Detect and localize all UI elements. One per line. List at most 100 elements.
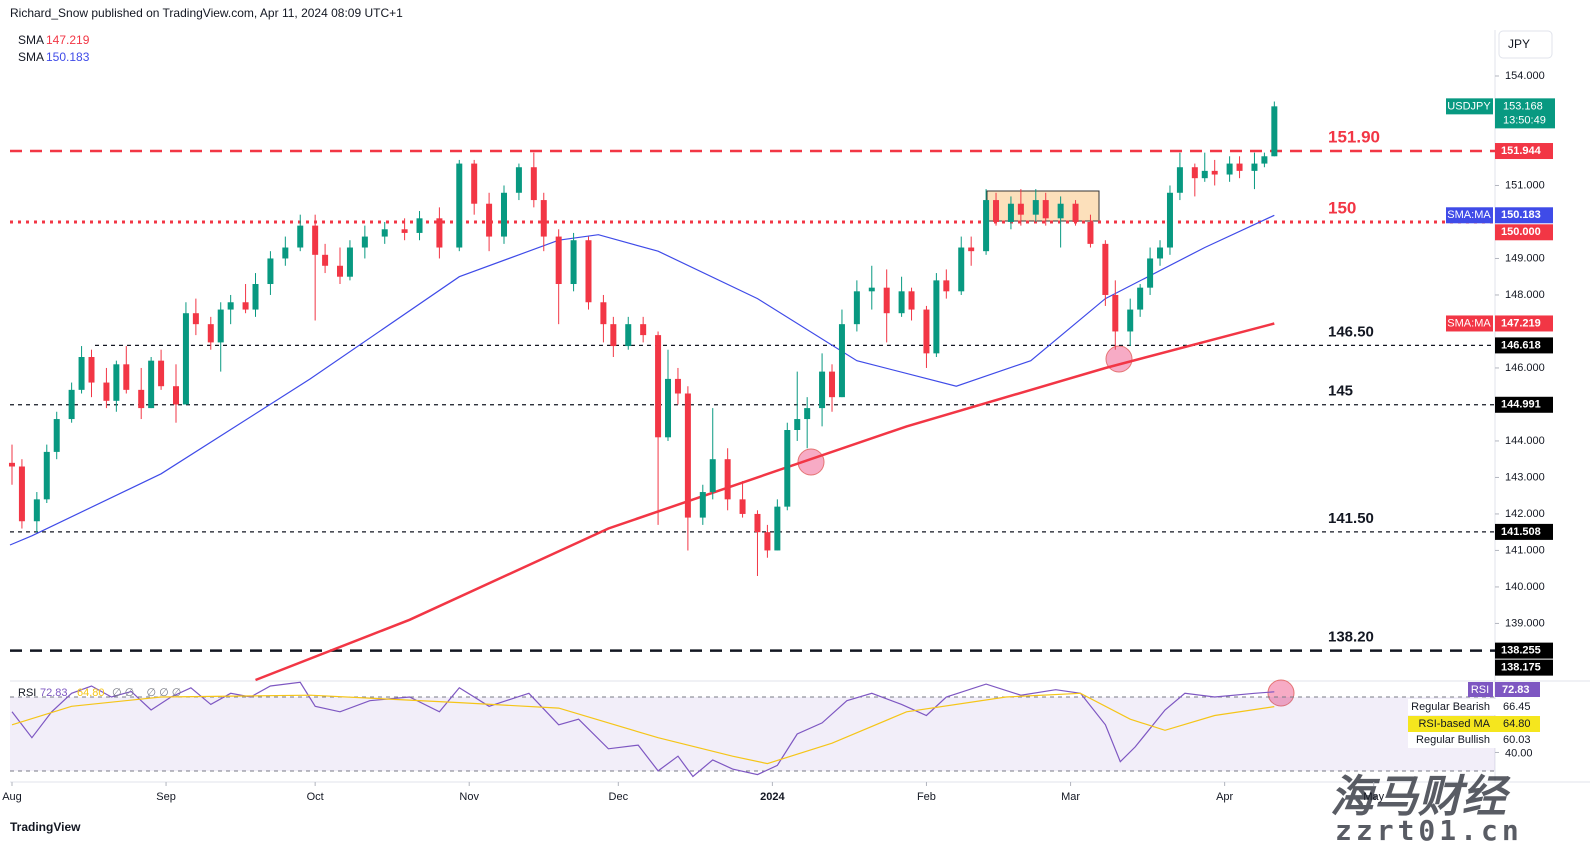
legend-value: 147.219 [46, 33, 90, 47]
candle-body [207, 324, 214, 343]
x-tick-label: Aug [2, 791, 22, 803]
y-tick-label: 140.000 [1505, 581, 1545, 593]
candle-body [1102, 243, 1109, 295]
rsi-tag: RSI [1471, 684, 1489, 696]
candle-body [401, 229, 408, 233]
rsi-line [11, 692, 1275, 765]
level-label: 150 [1328, 198, 1356, 217]
candle-body [337, 265, 343, 277]
axis-badge-value: 151.944 [1501, 145, 1542, 157]
candle-body [456, 163, 463, 248]
candle-body [436, 218, 443, 248]
sma-line [9, 214, 1275, 546]
candle-body [346, 247, 353, 277]
candle-body [983, 200, 990, 252]
candle-body [1201, 170, 1208, 179]
candle-body [138, 389, 145, 409]
candle-body [103, 382, 110, 401]
x-tick-label: Sep [156, 791, 176, 803]
candle-body [640, 324, 647, 336]
candle-body [764, 532, 771, 551]
axis-badge [1495, 396, 1553, 413]
candle-body [1087, 221, 1094, 244]
level-label: 138.20 [1328, 629, 1374, 646]
candle-body [1251, 163, 1258, 171]
currency: JPY [1508, 37, 1530, 51]
rsi-title: RSI [18, 687, 36, 699]
x-tick-label: Apr [1216, 791, 1233, 803]
rsi-row-bg [1408, 699, 1495, 715]
candle-body [501, 192, 508, 237]
candle-body [933, 280, 940, 354]
y-tick-label: 148.000 [1505, 289, 1545, 301]
rsi-row-bg [1408, 732, 1495, 748]
y-tick-label: 144.000 [1505, 435, 1545, 447]
axis-badge [1495, 207, 1553, 224]
y-tick-label: 154.000 [1505, 70, 1545, 82]
candle-body [227, 302, 234, 310]
candle-body [540, 200, 547, 237]
logo: TradingView [10, 820, 81, 834]
legend-value: 150.183 [46, 50, 90, 64]
candle-body [993, 200, 1000, 222]
touch-circle [797, 448, 825, 476]
candle-body [1176, 167, 1183, 193]
x-tick-label: Dec [609, 791, 629, 803]
x-tick-label: Feb [917, 791, 936, 803]
candle-body [78, 357, 85, 390]
header: Richard_Snow published on TradingView.co… [10, 6, 403, 20]
axis-badge-value: 138.175 [1501, 662, 1541, 674]
rsi-row-name: RSI-based MA [1418, 718, 1490, 730]
axis-badge-tag-text: SMA:MA [1447, 317, 1491, 329]
level-label: 151.90 [1328, 128, 1380, 147]
candle-body [361, 236, 368, 248]
rsi-badge-value: 72.83 [1502, 684, 1530, 696]
rsi-row-bg [1408, 716, 1495, 732]
rsi-ma-value: 64.80 [77, 687, 105, 699]
candle-body [819, 371, 826, 409]
candle-body [1261, 156, 1268, 164]
candle-body [600, 302, 607, 325]
candle-body [709, 459, 716, 493]
sma-line [255, 322, 1275, 682]
candle-body [1072, 203, 1079, 222]
y-tick-label: 139.000 [1505, 617, 1545, 629]
level-label: 145 [1328, 383, 1353, 400]
axis-badge-value: 138.255 [1501, 645, 1541, 657]
x-tick-label: Oct [307, 791, 324, 803]
candle-body [33, 499, 40, 522]
candle-body [68, 389, 75, 420]
rsi-row-name: Regular Bullish [1416, 734, 1490, 746]
axis-badge [1495, 143, 1553, 160]
rsi-row-value: 66.45 [1503, 701, 1531, 713]
candle-body [804, 408, 811, 420]
candle-body [1236, 163, 1243, 171]
candle-body [530, 167, 537, 201]
x-tick-label: 2024 [760, 791, 785, 803]
candle-body [242, 302, 249, 310]
rsi-row-value-bg [1495, 699, 1540, 715]
y-tick-label: 40.00 [1505, 747, 1533, 759]
candle-body [217, 309, 224, 343]
rsi-row-name: Regular Bearish [1411, 701, 1490, 713]
axis-badge-value: 147.219 [1501, 317, 1541, 329]
rsi-row-value-bg [1495, 716, 1540, 732]
candle-body [868, 287, 875, 292]
candle-body [754, 513, 761, 533]
candle-body [43, 451, 50, 500]
candle-body [148, 360, 155, 409]
candle-body [585, 240, 592, 303]
candle-body [1057, 203, 1064, 219]
candle-body [784, 430, 791, 507]
candle-body [297, 225, 304, 248]
candle-body [699, 492, 706, 518]
rsi-tag-bg [1468, 682, 1493, 697]
candle-body [1032, 200, 1039, 215]
candle-body [1042, 200, 1049, 219]
axis-badge-value: 150.000 [1501, 226, 1541, 238]
candle-body [1271, 106, 1278, 157]
candle-body [1137, 287, 1144, 310]
axis-badge-tag [1446, 315, 1493, 332]
candle-body [774, 506, 781, 551]
